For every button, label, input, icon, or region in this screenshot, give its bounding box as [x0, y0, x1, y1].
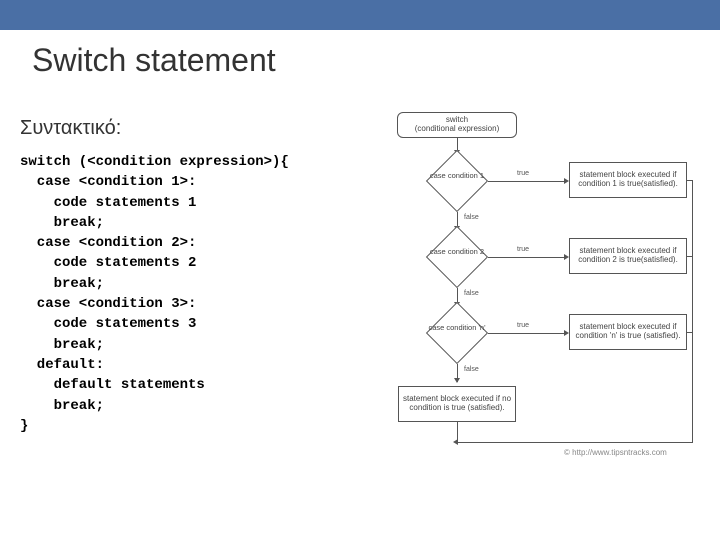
code-block: switch (<condition expression>){ case <c…	[20, 152, 350, 462]
cond-1-label: case condition 1	[427, 172, 487, 180]
content-row: switch (<condition expression>){ case <c…	[0, 140, 720, 462]
true-label: true	[517, 170, 529, 177]
default-block: statement block executed if no condition…	[398, 386, 516, 422]
arrowhead-icon	[454, 378, 460, 383]
page-title: Switch statement	[0, 30, 720, 79]
edge	[687, 180, 693, 181]
false-label: false	[464, 290, 479, 297]
edge	[687, 256, 693, 257]
block-2: statement block executed if condition 2 …	[569, 238, 687, 274]
edge	[488, 257, 566, 258]
edge	[488, 181, 566, 182]
arrowhead-icon	[453, 439, 458, 445]
true-label: true	[517, 246, 529, 253]
true-label: true	[517, 322, 529, 329]
cond-1-diamond	[426, 150, 488, 212]
false-label: false	[464, 366, 479, 373]
edge	[488, 333, 566, 334]
cond-n-label: case condition 'n'	[427, 324, 487, 332]
block-1: statement block executed if condition 1 …	[569, 162, 687, 198]
flowchart: switch (conditional expression) case con…	[342, 112, 702, 462]
block-n: statement block executed if condition 'n…	[569, 314, 687, 350]
start-line2: (conditional expression)	[415, 125, 500, 134]
edge	[692, 180, 693, 442]
start-node: switch (conditional expression)	[397, 112, 517, 138]
cond-n-diamond	[426, 302, 488, 364]
watermark: © http://www.tipsntracks.com	[564, 448, 667, 457]
cond-2-diamond	[426, 226, 488, 288]
edge	[687, 332, 693, 333]
cond-2-label: case condition 2	[427, 248, 487, 256]
edge	[457, 442, 693, 443]
false-label: false	[464, 214, 479, 221]
header-bar	[0, 0, 720, 30]
